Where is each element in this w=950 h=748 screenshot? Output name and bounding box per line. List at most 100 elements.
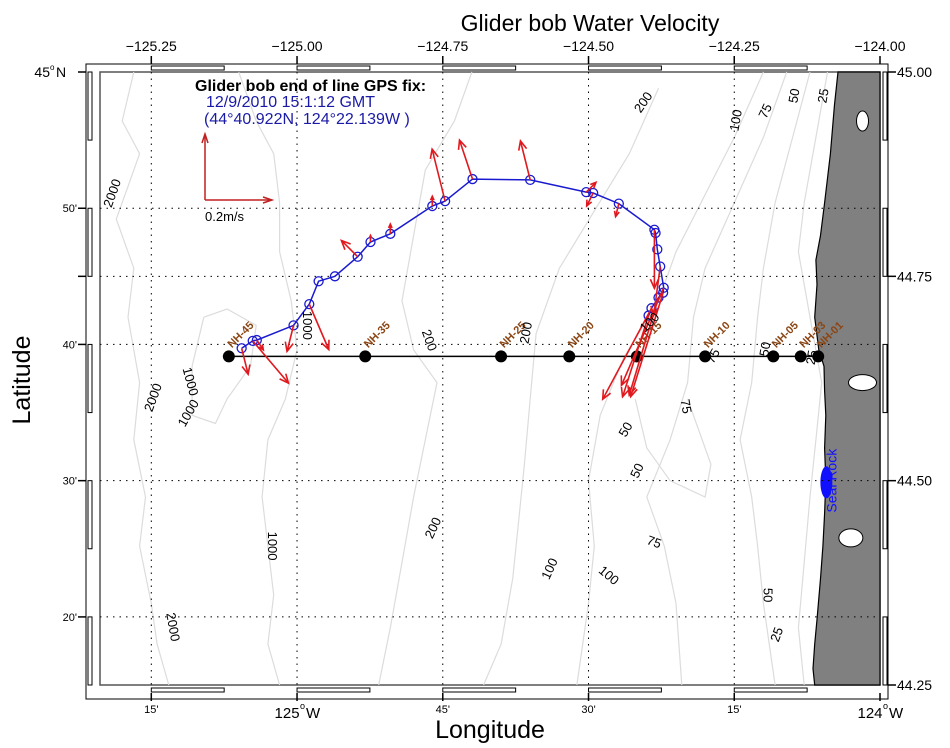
vector-shaft [614, 203, 620, 217]
isobath-label: 50 [615, 419, 635, 439]
isobath-line [646, 71, 788, 686]
isobath-label: 100 [726, 108, 745, 132]
bottom-tick-label: 124 [857, 705, 882, 722]
scale-arrow-label: 0.2m/s [205, 209, 245, 224]
vector-head [517, 138, 528, 151]
seal-rock-marker [820, 466, 833, 499]
vector-head [620, 386, 630, 399]
velocity-vector [628, 292, 664, 399]
isobath-label: 25 [814, 87, 831, 104]
frame-bar-left [87, 71, 93, 141]
frame-bar-top [733, 65, 808, 71]
vector-shaft [240, 348, 249, 375]
track-point [304, 298, 315, 310]
isobath-label: 50 [785, 87, 802, 104]
track-point [236, 343, 247, 354]
isobath-label: 75 [645, 532, 664, 551]
vector-head [613, 210, 620, 219]
vector-head [457, 138, 467, 150]
vector-shaft [629, 292, 664, 397]
vector-head [589, 181, 598, 189]
chart-title: Glider bob Water Velocity [461, 10, 720, 36]
estuary [856, 110, 870, 132]
isobath-line [576, 71, 764, 686]
degree-symbol: o [883, 701, 888, 711]
left-tick-label: 20' [63, 612, 77, 624]
vector-shaft [585, 192, 594, 207]
vector-head [429, 147, 439, 159]
vector-shaft [340, 239, 359, 258]
top-tick-label: −124.25 [709, 38, 760, 54]
right-tick-label: 44.75 [897, 268, 932, 284]
isobath-label: 75 [755, 101, 775, 120]
right-tick-label: 44.25 [897, 677, 932, 693]
frame-bar-right [882, 343, 888, 414]
outer-frame [85, 63, 889, 700]
gps-fix-position: (44°40.922N, 124°22.139W ) [204, 111, 410, 128]
velocity-vector [308, 303, 330, 352]
isobath-line [634, 398, 712, 498]
station-marker [767, 350, 780, 363]
velocity-vector [368, 233, 373, 243]
vector-shaft [308, 303, 330, 350]
vector-shaft [256, 339, 264, 351]
frame-bar-bottom [296, 687, 371, 693]
velocity-vector [429, 147, 446, 202]
top-tick-label: −124.75 [417, 38, 468, 54]
hemisphere-label: N [56, 64, 66, 80]
frame-bar-left [87, 207, 93, 277]
map-frame: −125.25 −125.00 −124.75 −124.50 −124.25 −124.… [34, 38, 932, 722]
degree-symbol: o [50, 63, 55, 72]
isobath-label: 200 [517, 321, 536, 345]
bottom-tick-label: 15' [727, 704, 741, 716]
inner-frame [99, 71, 881, 686]
top-tick-label: −124.00 [855, 38, 906, 54]
track-point [352, 251, 363, 262]
bottom-tick-label: 15' [144, 704, 158, 716]
isobath-label: 1000 [265, 532, 280, 561]
left-tick-label: 50' [63, 203, 77, 215]
top-tick-label: −124.50 [563, 38, 614, 54]
station-marker [699, 350, 712, 363]
track-point [581, 186, 592, 198]
estuary [838, 528, 864, 548]
degree-symbol: o [300, 701, 305, 711]
vector-head [585, 199, 593, 208]
vector-head [320, 339, 330, 352]
frame-bar-bottom [442, 687, 517, 693]
station-marker [495, 350, 508, 363]
hemisphere-label: W [306, 705, 321, 722]
bottom-tick-label: 45' [436, 704, 450, 716]
isobath-line [739, 71, 811, 686]
isobath-line [483, 88, 660, 686]
velocity-vector [613, 203, 620, 219]
estuary [848, 374, 878, 392]
velocity-vector [256, 339, 265, 352]
frame-bar-top [150, 65, 225, 71]
vector-shaft [286, 325, 295, 352]
top-tick-label: −125.00 [272, 38, 323, 54]
track-point [467, 173, 478, 185]
vector-head [429, 194, 435, 201]
station-marker [222, 350, 235, 363]
frame-bar-right [882, 71, 888, 141]
bottom-tick-label: 125 [275, 705, 300, 722]
vector-shaft [628, 297, 660, 396]
velocity-vector [252, 340, 290, 385]
graticule-grid [100, 72, 880, 685]
velocity-vector [585, 181, 598, 193]
frame-bar-right [882, 207, 888, 277]
isobath-label: 75 [703, 346, 723, 366]
isobath-label: 2000 [163, 611, 183, 642]
vector-head [627, 385, 637, 397]
isobath-label: 25 [767, 625, 786, 644]
isobath-label: 25 [803, 349, 820, 366]
vector-head [279, 373, 290, 385]
velocity-vector [627, 297, 660, 397]
frame-bar-top [296, 65, 371, 71]
track-point [653, 292, 664, 303]
frame-bar-right [882, 480, 888, 550]
track-point [658, 282, 669, 293]
right-tick-label: 44.50 [897, 473, 932, 489]
